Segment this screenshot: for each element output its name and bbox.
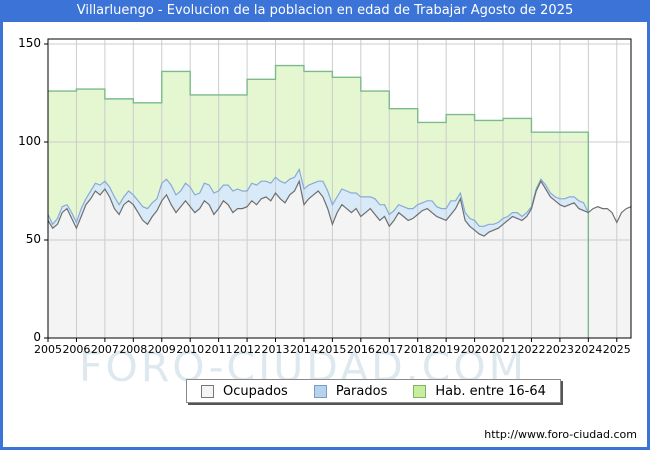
y-tick-label: 50 bbox=[25, 232, 41, 246]
x-tick-label: 2011 bbox=[204, 343, 233, 356]
legend-item-hab: Hab. entre 16-64 bbox=[413, 384, 546, 399]
x-tick-label: 2005 bbox=[34, 343, 62, 356]
ocupados-line bbox=[47, 179, 632, 237]
x-tick-label: 2010 bbox=[176, 343, 205, 356]
parados-line bbox=[47, 167, 589, 227]
x-tick-label: 2016 bbox=[346, 343, 375, 356]
legend-box: Ocupados Parados Hab. entre 16-64 bbox=[186, 379, 561, 403]
x-tick-label: 2008 bbox=[119, 343, 148, 356]
x-tick-label: 2012 bbox=[233, 343, 262, 356]
x-tick-label: 2017 bbox=[375, 343, 404, 356]
chart-plot-area bbox=[44, 38, 632, 342]
y-tick-label: 100 bbox=[18, 134, 41, 148]
x-tick-label: 2014 bbox=[289, 343, 318, 356]
x-tick-label: 2024 bbox=[574, 343, 603, 356]
x-tick-label: 2019 bbox=[432, 343, 461, 356]
x-tick-label: 2023 bbox=[545, 343, 574, 356]
x-tick-label: 2025 bbox=[602, 343, 631, 356]
legend-item-parados: Parados bbox=[313, 383, 388, 399]
x-tick-label: 2018 bbox=[403, 343, 432, 356]
x-tick-label: 2007 bbox=[90, 343, 119, 356]
x-tick-label: 2015 bbox=[318, 343, 347, 356]
legend-label-hab: Hab. entre 16-64 bbox=[435, 383, 546, 399]
y-tick-label: 0 bbox=[33, 330, 41, 344]
x-tick-label: 2006 bbox=[62, 343, 91, 356]
x-tick-label: 2020 bbox=[460, 343, 489, 356]
legend-label-parados: Parados bbox=[335, 383, 388, 399]
hab-line bbox=[48, 64, 590, 338]
x-tick-label: 2009 bbox=[147, 343, 176, 356]
y-tick-label: 150 bbox=[18, 36, 41, 50]
x-tick-label: 2013 bbox=[261, 343, 290, 356]
legend-item-ocupados: Ocupados bbox=[201, 384, 288, 399]
ocupados-area bbox=[48, 181, 632, 338]
parados-swatch-icon bbox=[313, 384, 327, 398]
x-tick-label: 2022 bbox=[517, 343, 546, 356]
legend-label-ocupados: Ocupados bbox=[223, 383, 288, 399]
x-tick-label: 2021 bbox=[489, 343, 518, 356]
hab-swatch-icon bbox=[413, 384, 427, 398]
ocupados-swatch-icon bbox=[201, 384, 214, 398]
footer-url: http://www.foro-ciudad.com bbox=[484, 428, 637, 441]
chart-title: Villarluengo - Evolucion de la poblacion… bbox=[3, 3, 647, 22]
plot-border bbox=[47, 38, 632, 339]
